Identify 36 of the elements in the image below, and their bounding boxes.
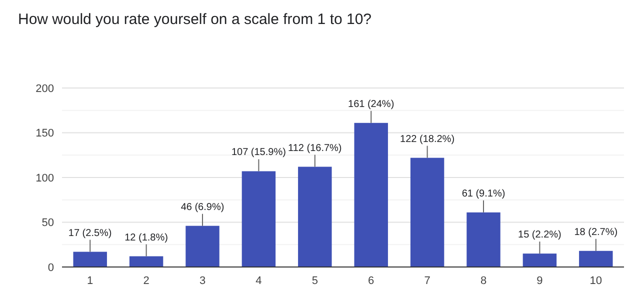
x-tick-label: 4 (256, 275, 262, 287)
bar (242, 171, 276, 267)
y-tick-label: 100 (36, 172, 54, 184)
y-tick-label: 200 (36, 82, 54, 95)
bar (522, 254, 557, 267)
data-label: 17 (2.5%) (68, 228, 112, 239)
x-tick-label: 10 (590, 275, 602, 287)
data-label: 122 (18.2%) (400, 134, 455, 145)
x-tick-label: 8 (480, 275, 487, 287)
bar (466, 212, 500, 267)
bar (298, 166, 332, 267)
y-tick-label: 50 (42, 217, 54, 230)
x-tick-label: 9 (536, 275, 543, 287)
chart-title: How would you rate yourself on a scale from 1 to 10? (18, 11, 372, 28)
data-label: 107 (15.9%) (231, 147, 286, 158)
data-label: 112 (16.7%) (288, 142, 342, 154)
bar (410, 158, 444, 267)
bar (186, 226, 220, 267)
data-label: 12 (1.8%) (124, 232, 168, 244)
bar (579, 250, 613, 267)
data-label: 18 (2.7%) (574, 226, 618, 238)
bar (73, 252, 107, 267)
x-tick-label: 5 (312, 275, 318, 287)
x-tick-label: 1 (87, 275, 94, 287)
data-label: 15 (2.2%) (518, 230, 562, 241)
x-tick-label: 7 (424, 275, 430, 287)
data-label: 161 (24%) (348, 98, 394, 110)
data-label: 46 (6.9%) (180, 202, 224, 213)
x-tick-label: 3 (199, 275, 206, 287)
y-tick-label: 0 (48, 262, 54, 274)
x-tick-label: 6 (368, 275, 374, 287)
x-tick-label: 2 (143, 275, 150, 287)
data-label: 61 (9.1%) (462, 188, 506, 200)
bar (129, 256, 164, 267)
y-tick-label: 150 (36, 128, 54, 140)
bar (354, 122, 388, 267)
